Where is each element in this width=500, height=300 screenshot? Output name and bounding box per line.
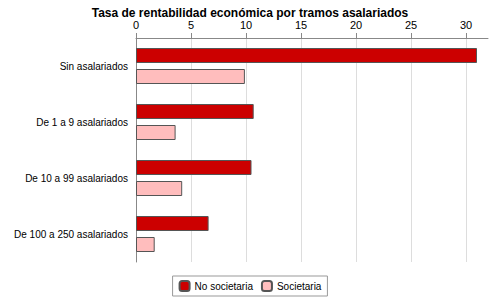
svg-text:25: 25 bbox=[405, 19, 417, 31]
svg-text:Sin asalariados: Sin asalariados bbox=[60, 61, 128, 72]
svg-text:5: 5 bbox=[188, 19, 194, 31]
svg-text:20: 20 bbox=[350, 19, 362, 31]
svg-text:De 10 a 99 asalariados: De 10 a 99 asalariados bbox=[25, 173, 128, 184]
svg-text:No societaria: No societaria bbox=[195, 281, 254, 292]
svg-text:Tasa de rentabilidad económica: Tasa de rentabilidad económica por tramo… bbox=[92, 6, 409, 20]
svg-text:10: 10 bbox=[240, 19, 252, 31]
svg-text:De 100 a 250 asalariados: De 100 a 250 asalariados bbox=[14, 229, 128, 240]
svg-text:Societaria: Societaria bbox=[277, 281, 322, 292]
svg-text:De 1 a 9 asalariados: De 1 a 9 asalariados bbox=[36, 117, 128, 128]
svg-text:30: 30 bbox=[460, 19, 472, 31]
svg-text:15: 15 bbox=[295, 19, 307, 31]
svg-text:0: 0 bbox=[133, 19, 139, 31]
